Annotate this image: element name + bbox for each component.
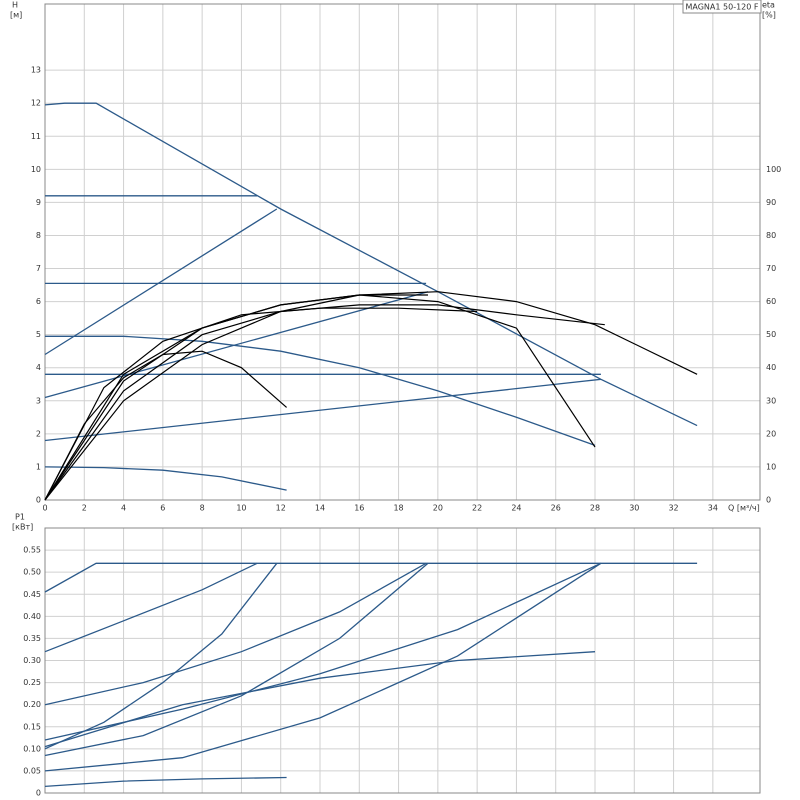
y2-tick-label: 80 <box>766 231 776 240</box>
curve <box>44 291 429 399</box>
x-tick-label: 10 <box>236 504 246 513</box>
y-tick-label: 1 <box>36 462 41 471</box>
y-tick-label: 5 <box>36 330 41 339</box>
curve <box>44 307 478 501</box>
y-tick-label: 0.40 <box>23 612 41 621</box>
x-tick-label: 20 <box>433 504 443 513</box>
y-tick-label: 0.20 <box>23 700 41 709</box>
y-tick-label: 0.50 <box>23 568 41 577</box>
x-tick-label: 34 <box>708 504 718 513</box>
y2-tick-label: 100 <box>766 165 781 174</box>
x-tick-label: 8 <box>200 504 205 513</box>
x-tick-label: 24 <box>511 504 521 513</box>
curve <box>44 294 428 501</box>
y2-tick-label: 40 <box>766 363 776 372</box>
y2-unit: [%] <box>762 11 776 20</box>
y2-label: eta <box>762 1 775 10</box>
curve <box>44 562 427 706</box>
y-tick-label: 8 <box>36 231 41 240</box>
x-tick-label: 4 <box>121 504 126 513</box>
y-tick-label: 0.30 <box>23 656 41 665</box>
curve <box>44 208 278 356</box>
y-tick-label: 0.25 <box>23 678 41 687</box>
y-tick-label: 0 <box>36 789 41 798</box>
y2-tick-label: 0 <box>766 496 771 505</box>
y-tick-label: 11 <box>31 132 41 141</box>
y2-tick-label: 70 <box>766 264 776 273</box>
y-tick-label: 0.05 <box>23 766 41 775</box>
curve <box>45 335 596 447</box>
y2-tick-label: 90 <box>766 198 776 207</box>
chart-title: MAGNA1 50-120 F <box>685 3 758 12</box>
y-tick-label: 10 <box>31 165 41 174</box>
y-tick-label: 0.15 <box>23 722 41 731</box>
y-tick-label: 2 <box>36 429 41 438</box>
y2-tick-label: 50 <box>766 330 776 339</box>
x-tick-label: 18 <box>393 504 403 513</box>
y-label: P1 <box>15 513 25 522</box>
y-tick-label: 0.10 <box>23 744 41 753</box>
y2-tick-label: 20 <box>766 429 776 438</box>
curve <box>44 562 602 772</box>
title-box <box>682 0 762 14</box>
y-tick-label: 6 <box>36 297 41 306</box>
y-tick-label: 4 <box>36 363 41 372</box>
x-tick-label: 32 <box>668 504 678 513</box>
x-tick-label: 2 <box>82 504 87 513</box>
x-tick-label: 6 <box>160 504 165 513</box>
x-tick-label: 26 <box>551 504 561 513</box>
x-tick-label: 14 <box>315 504 325 513</box>
plot-frame <box>44 527 761 794</box>
curve <box>44 776 287 788</box>
curve <box>44 466 287 491</box>
curve <box>44 562 429 757</box>
curve <box>44 562 602 741</box>
curve <box>44 562 258 653</box>
x-tick-label: 30 <box>629 504 639 513</box>
y-tick-label: 0.55 <box>23 546 41 555</box>
y-unit: [м] <box>10 11 22 20</box>
y-tick-label: 13 <box>31 66 41 75</box>
y-tick-label: 3 <box>36 396 41 405</box>
curve <box>44 651 596 748</box>
x-tick-label: 16 <box>354 504 364 513</box>
x-tick-label: 28 <box>590 504 600 513</box>
y2-tick-label: 10 <box>766 462 776 471</box>
y-tick-label: 9 <box>36 198 41 207</box>
y-label: H <box>12 1 18 10</box>
y-tick-label: 0.35 <box>23 634 41 643</box>
curve <box>44 562 278 750</box>
y2-tick-label: 60 <box>766 297 776 306</box>
curve <box>44 378 601 442</box>
y-tick-label: 12 <box>31 99 41 108</box>
y-tick-label: 0 <box>36 496 41 505</box>
x-tick-label: 0 <box>42 504 47 513</box>
x-tick-label: 22 <box>472 504 482 513</box>
y2-tick-label: 30 <box>766 396 776 405</box>
y-unit: [кВт] <box>12 523 33 532</box>
x-label: Q [м³/ч] <box>728 504 760 513</box>
y-tick-label: 7 <box>36 264 41 273</box>
x-tick-label: 12 <box>276 504 286 513</box>
curve <box>44 562 698 593</box>
curve <box>44 350 287 501</box>
y-tick-label: 0.45 <box>23 590 41 599</box>
plot-frame <box>44 3 761 501</box>
